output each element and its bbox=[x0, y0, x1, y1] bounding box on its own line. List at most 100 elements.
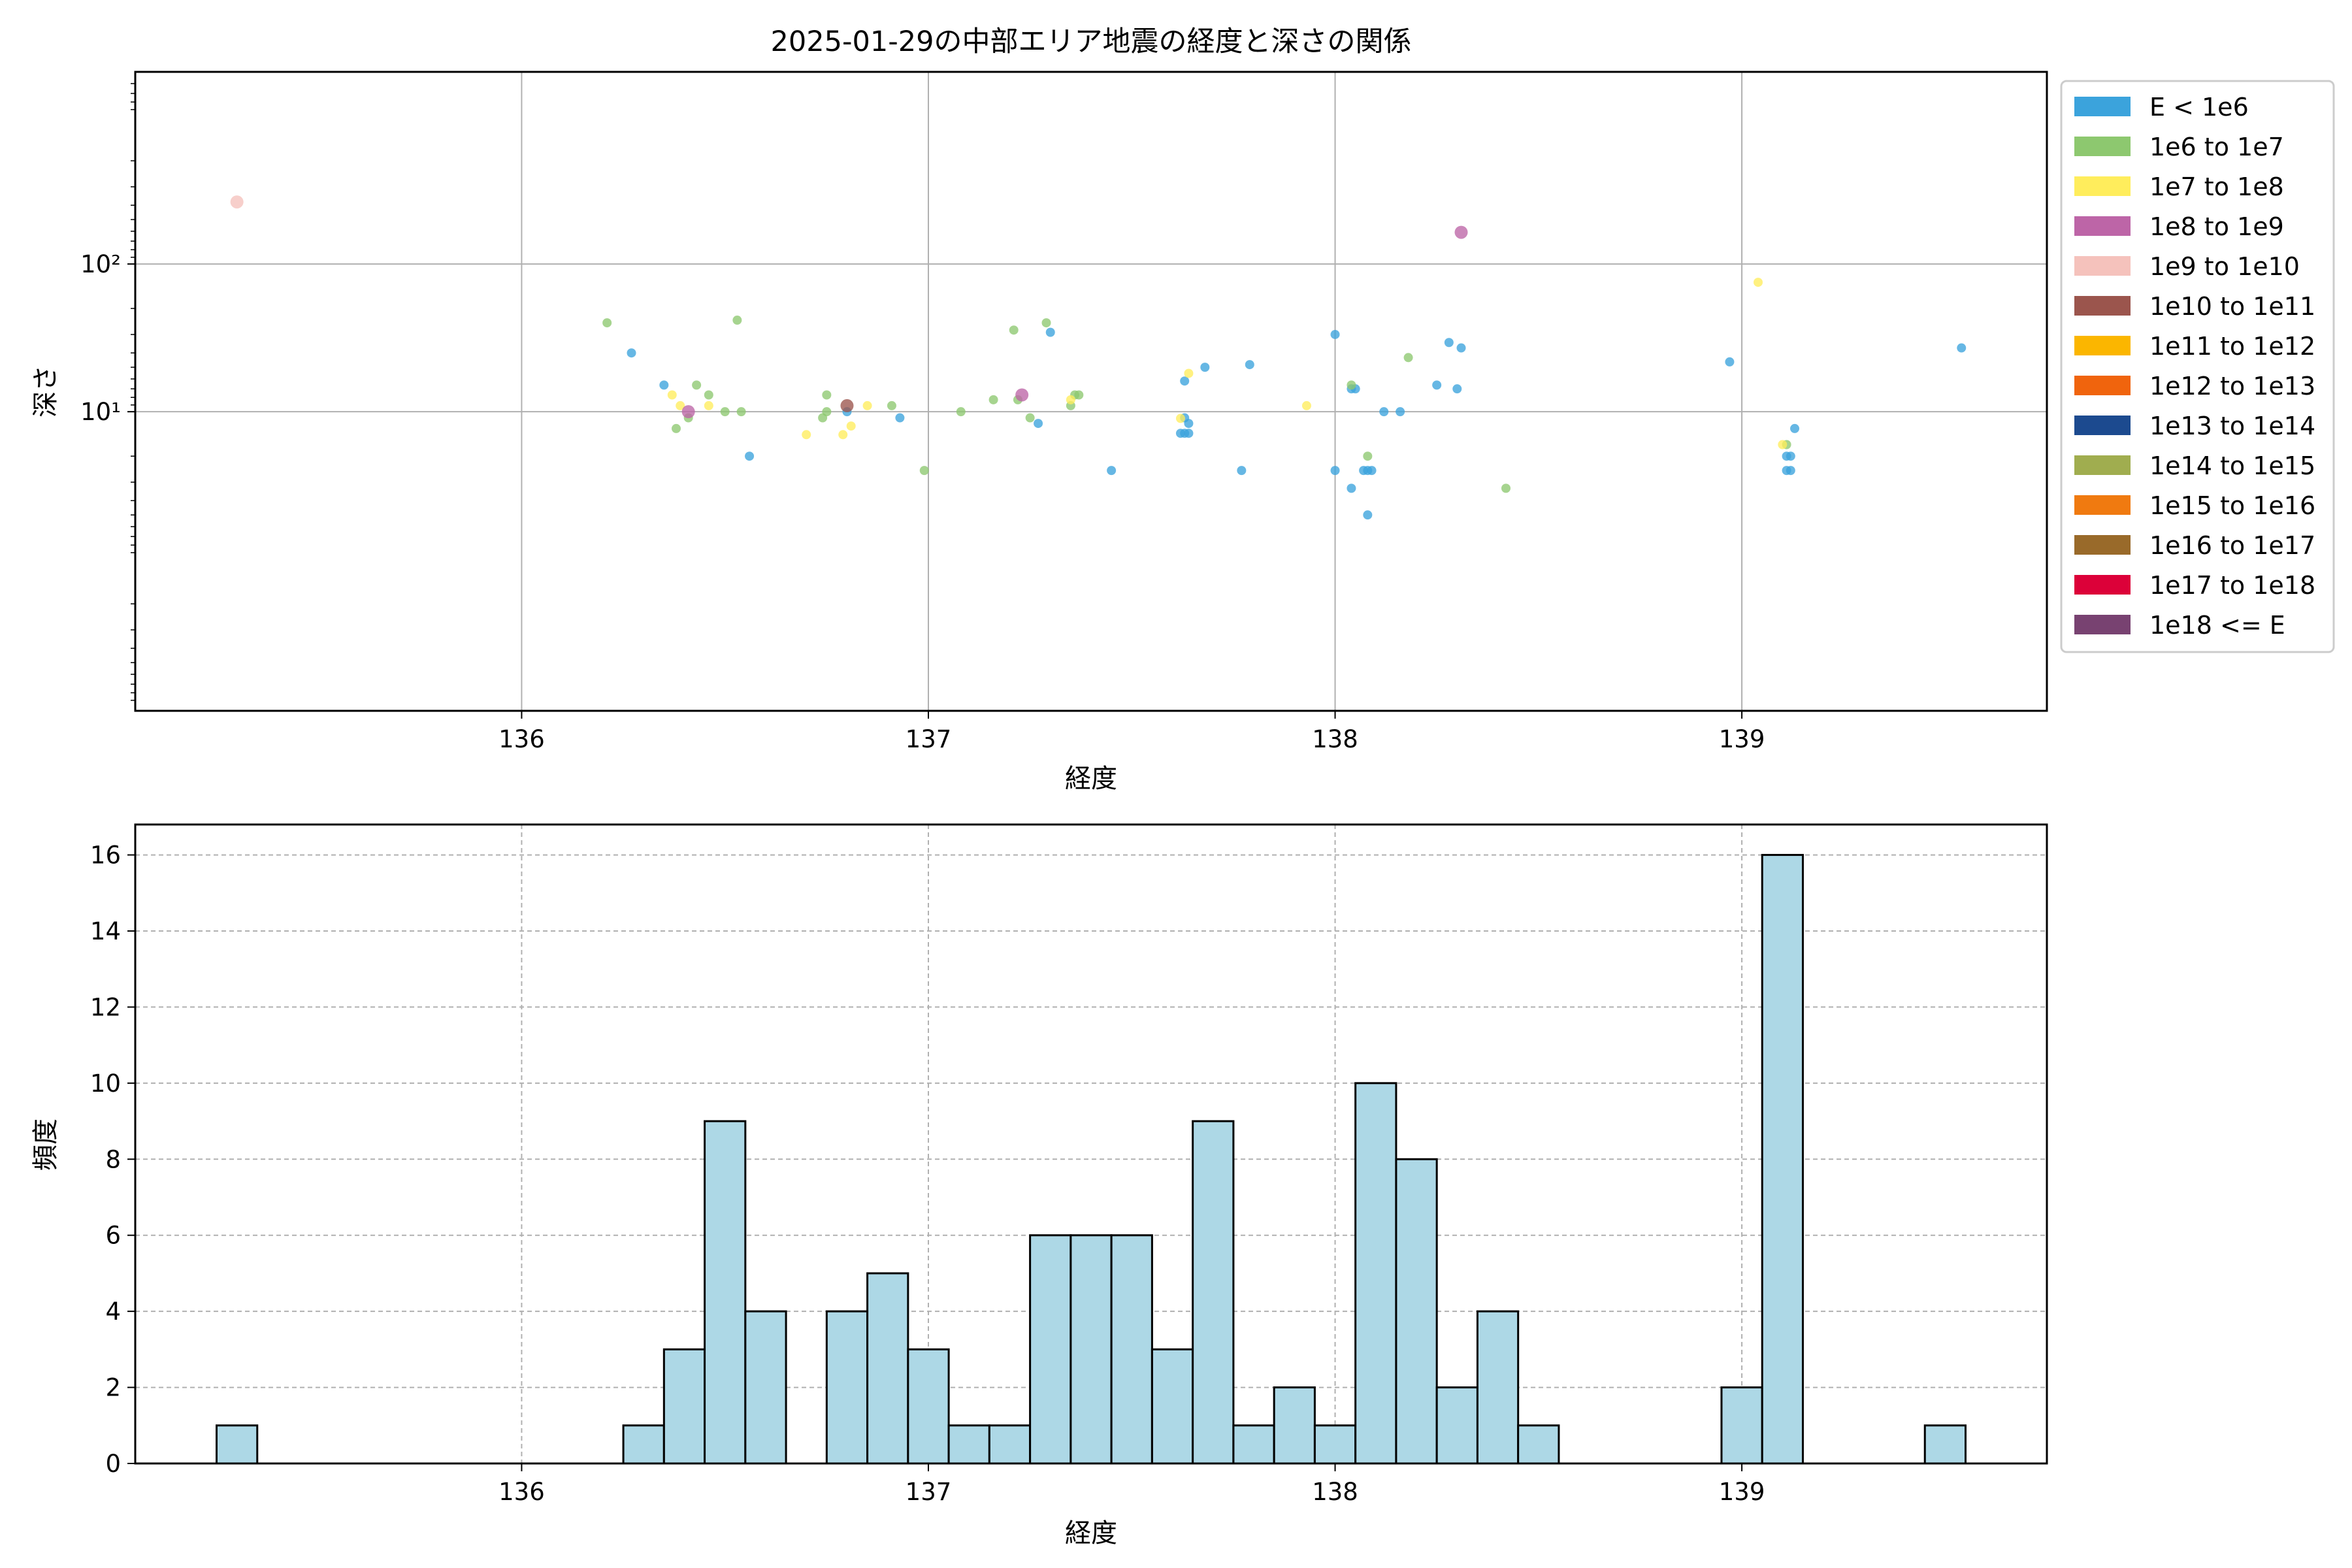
scatter-point bbox=[1066, 395, 1075, 404]
scatter-plot-frame bbox=[134, 71, 2048, 712]
scatter-point bbox=[1347, 483, 1356, 493]
histogram-bar bbox=[1354, 1082, 1397, 1465]
scatter-point bbox=[1330, 466, 1340, 476]
scatter-point bbox=[838, 430, 848, 440]
scatter-point bbox=[704, 400, 713, 410]
legend-swatch bbox=[2074, 336, 2131, 355]
legend-label: 1e10 to 1e11 bbox=[2149, 292, 2315, 321]
histogram-x-tick-label: 136 bbox=[498, 1478, 545, 1506]
scatter-point bbox=[822, 407, 832, 417]
scatter-point bbox=[745, 451, 755, 461]
legend-label: 1e15 to 1e16 bbox=[2149, 491, 2315, 520]
scatter-point bbox=[1363, 451, 1373, 461]
scatter-point bbox=[1041, 318, 1051, 328]
scatter-point bbox=[704, 390, 713, 400]
histogram-bar bbox=[1151, 1348, 1194, 1465]
scatter-point bbox=[1403, 353, 1413, 363]
scatter-y-tick-label: 10¹ bbox=[80, 398, 121, 426]
histogram-bar bbox=[866, 1272, 909, 1465]
legend-swatch bbox=[2074, 216, 2131, 236]
legend-label: E < 1e6 bbox=[2149, 93, 2249, 122]
legend-swatch bbox=[2074, 495, 2131, 515]
legend-frame bbox=[2060, 80, 2335, 653]
legend-label: 1e16 to 1e17 bbox=[2149, 531, 2315, 560]
scatter-point bbox=[230, 195, 244, 209]
legend-label: 1e8 to 1e9 bbox=[2149, 212, 2284, 241]
scatter-point bbox=[1786, 451, 1795, 461]
scatter-point bbox=[676, 400, 685, 410]
scatter-point bbox=[1015, 388, 1029, 402]
histogram-y-tick-label: 10 bbox=[90, 1070, 121, 1098]
scatter-point bbox=[1790, 423, 1800, 433]
scatter-y-tick-label: 10² bbox=[80, 250, 121, 278]
scatter-point bbox=[602, 318, 612, 328]
scatter-point bbox=[1501, 483, 1511, 493]
histogram-bar bbox=[1192, 1120, 1235, 1465]
scatter-point bbox=[1432, 380, 1442, 390]
scatter-point bbox=[1180, 376, 1190, 386]
histogram-y-axis-label: 頻度 bbox=[31, 1119, 61, 1171]
scatter-point bbox=[667, 390, 677, 400]
scatter-point bbox=[1367, 466, 1377, 476]
histogram-y-tick-label: 6 bbox=[105, 1222, 121, 1250]
legend-label: 1e12 to 1e13 bbox=[2149, 372, 2315, 400]
legend-swatch bbox=[2074, 97, 2131, 116]
histogram-bar bbox=[744, 1310, 787, 1465]
legend-swatch bbox=[2074, 137, 2131, 156]
histogram-bar bbox=[1232, 1424, 1275, 1465]
histogram-y-tick-label: 0 bbox=[105, 1450, 121, 1478]
histogram-bar bbox=[1517, 1424, 1560, 1465]
scatter-point bbox=[846, 421, 856, 431]
scatter-point bbox=[1107, 466, 1117, 476]
histogram-y-ticks: 0 2 4 6 8 10 12 14 16 bbox=[90, 841, 135, 1478]
scatter-point bbox=[681, 405, 695, 419]
scatter-point bbox=[895, 413, 905, 423]
scatter-point bbox=[1237, 466, 1247, 476]
histogram-x-ticks: 136 137 138 139 bbox=[498, 1463, 1765, 1506]
scatter-grid bbox=[135, 72, 2047, 711]
legend-swatch bbox=[2074, 535, 2131, 555]
legend-label: 1e11 to 1e12 bbox=[2149, 332, 2315, 361]
scatter-legend: E < 1e6 1e6 to 1e7 1e7 to 1e8 1e8 to 1e9 1e9… bbox=[2060, 80, 2335, 653]
histogram-bar bbox=[1395, 1158, 1438, 1465]
histogram-x-tick-label: 139 bbox=[1719, 1478, 1765, 1506]
scatter-point bbox=[1045, 327, 1055, 337]
legend-label: 1e9 to 1e10 bbox=[2149, 252, 2300, 281]
scatter-point bbox=[659, 380, 669, 390]
histogram-bar bbox=[704, 1120, 747, 1465]
scatter-point bbox=[1725, 357, 1735, 367]
histogram-bar bbox=[947, 1424, 990, 1465]
scatter-x-ticks: 136 137 138 139 bbox=[498, 711, 1765, 753]
histogram-bar bbox=[1273, 1386, 1316, 1465]
legend-swatch bbox=[2074, 416, 2131, 435]
legend-label: 1e7 to 1e8 bbox=[2149, 172, 2284, 201]
scatter-y-ticks: 10¹ 10² bbox=[80, 250, 135, 426]
legend-swatch bbox=[2074, 455, 2131, 475]
histogram-x-axis-label: 経度 bbox=[1065, 1518, 1117, 1548]
scatter-y-axis-label: 深さ bbox=[31, 365, 61, 417]
scatter-point bbox=[1184, 368, 1194, 378]
scatter-point bbox=[671, 423, 681, 433]
scatter-title: 2025-01-29の中部エリア地震の経度と深さの関係 bbox=[771, 25, 1412, 58]
legend-label: 1e14 to 1e15 bbox=[2149, 451, 2315, 480]
scatter-point bbox=[1200, 363, 1210, 372]
scatter-point bbox=[1009, 325, 1019, 335]
scatter-point bbox=[988, 395, 998, 404]
scatter-x-axis-label: 経度 bbox=[1065, 764, 1117, 794]
scatter-x-tick-label: 138 bbox=[1312, 725, 1358, 753]
scatter-point bbox=[956, 407, 966, 417]
scatter-point bbox=[1444, 338, 1454, 348]
scatter-point bbox=[919, 466, 929, 476]
scatter-point bbox=[1786, 466, 1795, 476]
legend-swatch bbox=[2074, 376, 2131, 395]
scatter-point bbox=[1454, 225, 1468, 239]
scatter-point bbox=[736, 407, 746, 417]
histogram-bar bbox=[1029, 1234, 1072, 1465]
scatter-y-minor-ticks bbox=[131, 83, 135, 701]
scatter-point bbox=[1456, 343, 1466, 353]
histogram-bar bbox=[1110, 1234, 1153, 1465]
legend-swatch bbox=[2074, 296, 2131, 316]
histogram-bar bbox=[988, 1424, 1032, 1465]
scatter-point bbox=[732, 316, 742, 325]
